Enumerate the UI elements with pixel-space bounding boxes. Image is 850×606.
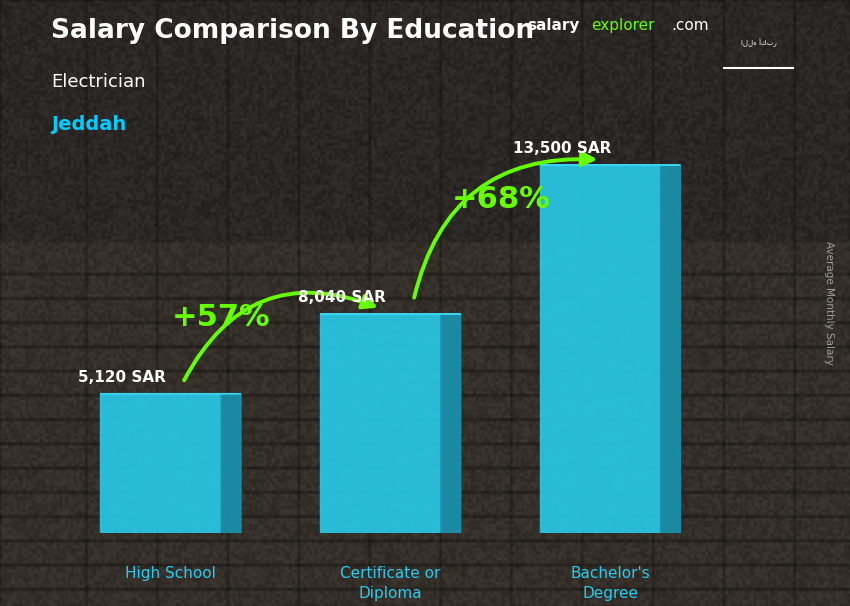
Text: salary: salary — [527, 18, 580, 33]
Text: 5,120 SAR: 5,120 SAR — [78, 370, 167, 385]
Polygon shape — [100, 394, 221, 533]
Polygon shape — [221, 394, 241, 533]
Text: +57%: +57% — [172, 303, 270, 332]
Text: Jeddah: Jeddah — [51, 115, 127, 134]
Text: Electrician: Electrician — [51, 73, 145, 91]
Polygon shape — [320, 314, 441, 533]
Text: +68%: +68% — [452, 185, 551, 214]
Polygon shape — [540, 165, 660, 533]
Polygon shape — [441, 314, 461, 533]
Text: explorer: explorer — [591, 18, 654, 33]
Text: 13,500 SAR: 13,500 SAR — [513, 141, 611, 156]
Text: .com: .com — [672, 18, 709, 33]
Text: High School: High School — [125, 566, 216, 581]
FancyArrowPatch shape — [414, 153, 593, 298]
FancyArrowPatch shape — [184, 293, 374, 381]
Text: Salary Comparison By Education: Salary Comparison By Education — [51, 18, 534, 44]
Text: Average Monthly Salary: Average Monthly Salary — [824, 241, 834, 365]
Text: Certificate or
Diploma: Certificate or Diploma — [340, 566, 440, 601]
Polygon shape — [660, 165, 680, 533]
Text: 8,040 SAR: 8,040 SAR — [298, 290, 386, 305]
Text: Bachelor's
Degree: Bachelor's Degree — [570, 566, 650, 601]
Text: الله أكبر: الله أكبر — [740, 38, 777, 47]
